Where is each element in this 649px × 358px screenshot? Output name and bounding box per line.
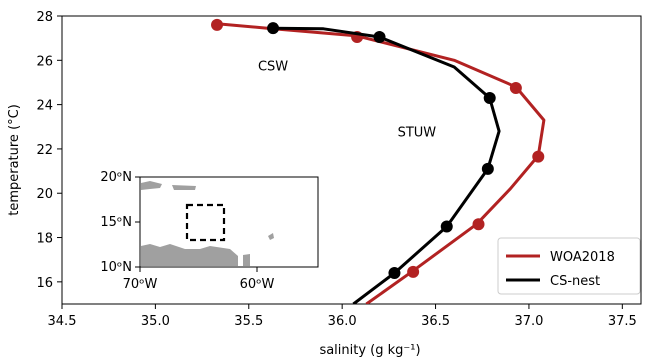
x-tick-label: 35.5 (234, 314, 263, 329)
y-tick-label: 28 (36, 10, 53, 25)
annotation-stuw: STUW (398, 126, 437, 141)
x-tick-label: 36.0 (328, 314, 357, 329)
data-point-cs-nest (481, 162, 494, 175)
legend-label-woa2018: WOA2018 (550, 250, 615, 265)
data-point-cs-nest (440, 220, 453, 233)
data-point-cs-nest (373, 31, 386, 44)
x-tick-label: 34.5 (48, 314, 77, 329)
data-point-woa2018 (211, 18, 224, 31)
x-tick-label: 37.5 (608, 314, 637, 329)
series-line-cs-nest (273, 26, 501, 304)
inset-lat-tick-20: 20ᵒN (100, 170, 132, 185)
y-axis-label: temperature (°C) (7, 104, 22, 216)
study-area-box (185, 203, 226, 242)
y-tick-label: 22 (36, 143, 53, 158)
axes-layer: 34.5 35.0 35.5 36.0 36.5 37.0 37.5 16 18 20 22 24 26… (36, 10, 642, 329)
inset-land (141, 181, 274, 266)
data-point-cs-nest (388, 266, 401, 279)
data-point-woa2018 (509, 82, 522, 94)
y-tick-label: 16 (36, 276, 53, 291)
inset-lat-tick-15: 15ᵒN (100, 215, 132, 230)
data-point-cs-nest (483, 91, 496, 104)
x-tick-label: 35.0 (141, 314, 170, 329)
series-line-woa2018 (216, 22, 546, 304)
y-tick-label: 26 (36, 54, 53, 69)
y-tick-label: 20 (36, 187, 53, 202)
data-point-woa2018 (472, 218, 485, 231)
y-tick-label: 18 (36, 232, 53, 247)
x-tick-label: 36.5 (421, 314, 450, 329)
inset-map: 20ᵒN 15ᵒN 10ᵒN 70ᵒW 60ᵒW (100, 170, 319, 292)
x-axis-label: salinity (g kg⁻¹) (319, 343, 420, 358)
annotation-csw: CSW (258, 59, 288, 74)
data-point-cs-nest (267, 22, 280, 35)
inset-lon-tick-60: 60ᵒW (240, 277, 275, 292)
inset-lon-tick-70: 70ᵒW (123, 277, 158, 292)
x-tick-label: 37.0 (514, 314, 543, 329)
legend-label-cs-nest: CS-nest (550, 274, 600, 289)
series-layer (211, 18, 546, 304)
inset-lat-tick-10: 10ᵒN (100, 260, 132, 275)
legend: WOA2018 CS-nest (497, 237, 641, 295)
plot-frame (61, 15, 642, 305)
y-tick-label: 24 (36, 99, 53, 114)
data-point-woa2018 (407, 265, 420, 278)
data-point-woa2018 (532, 150, 545, 163)
